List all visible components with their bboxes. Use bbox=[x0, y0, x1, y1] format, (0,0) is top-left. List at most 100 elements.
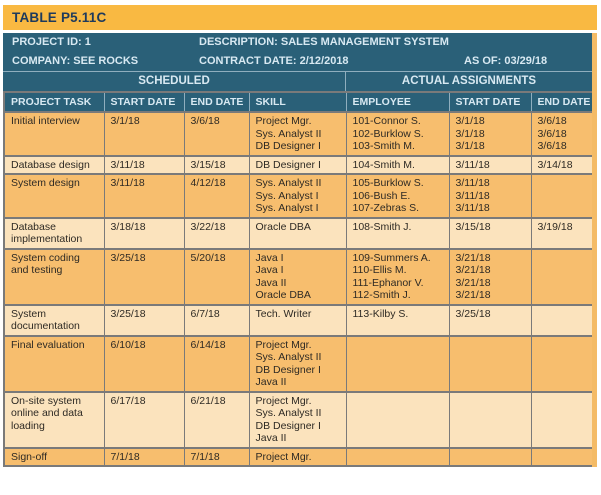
cell-line: DB Designer I bbox=[255, 363, 321, 376]
cell-line: 3/6/18 bbox=[537, 115, 567, 127]
cell-line: 112-Smith J. bbox=[352, 289, 411, 301]
cell-line: 3/1/18 bbox=[455, 115, 485, 127]
cell-line: 3/1/18 bbox=[455, 127, 485, 140]
table-row: System coding and testing 3/25/18 5/20/18 J… bbox=[3, 247, 594, 306]
actual-start-date-cell: 3/21/18 3/21/18 3/21/18 3/21/18 bbox=[448, 247, 532, 306]
cell-line: 108-Smith J. bbox=[352, 220, 412, 233]
skill-cell: Project Mgr. Sys. Analyst II DB Designer I bbox=[248, 111, 347, 157]
table-title-banner: TABLE P5.11C bbox=[3, 5, 597, 30]
actual-end-date-cell: 3/6/18 3/6/18 3/6/18 bbox=[530, 111, 594, 157]
cell-line: 3/21/18 bbox=[455, 276, 491, 289]
actual-end-date-cell bbox=[530, 390, 594, 449]
table-grid: PROJECT ID: 1 DESCRIPTION: SALES MANAGEM… bbox=[3, 33, 594, 467]
actual-section-header: ACTUAL ASSIGNMENTS bbox=[345, 72, 592, 91]
cell-line: DB Designer I bbox=[255, 158, 321, 171]
cell-line: 113-Kilby S. bbox=[352, 307, 409, 320]
cell-line: DB Designer I bbox=[255, 140, 321, 152]
cell-line: 3/6/18 bbox=[537, 140, 567, 152]
table-title: TABLE P5.11C bbox=[12, 10, 107, 25]
table-row: Database implementation 3/18/18 3/22/18 Ora… bbox=[3, 216, 594, 250]
column-header-row: PROJECT TASK START DATE END DATE SKILL E… bbox=[4, 91, 593, 113]
skill-cell: Project Mgr. Sys. Analyst II DB Designer I… bbox=[248, 390, 347, 449]
employee-cell bbox=[345, 334, 450, 393]
skill-cell: Java I Java I Java II Oracle DBA bbox=[248, 247, 347, 306]
actual-start-date-cell bbox=[448, 446, 532, 467]
assignments-table: PROJECT TASK START DATE END DATE SKILL E… bbox=[3, 91, 594, 467]
employee-cell: 109-Summers A. 110-Ellis M. 111-Ephanor V.… bbox=[345, 247, 450, 306]
col-header-end-date: END DATE bbox=[183, 91, 249, 113]
project-task-cell: System design bbox=[3, 173, 105, 219]
cell-line: Java I bbox=[255, 264, 284, 276]
skill-cell: Project Mgr. Sys. Analyst II DB Designer I… bbox=[248, 334, 347, 393]
info-row-1: PROJECT ID: 1 DESCRIPTION: SALES MANAGEM… bbox=[3, 33, 592, 52]
scheduled-end-date-cell: 3/6/18 bbox=[183, 111, 250, 157]
scheduled-end-date-cell: 3/22/18 bbox=[183, 216, 250, 250]
scheduled-start-date-cell: 7/1/18 bbox=[103, 446, 185, 467]
project-task-cell: Final evaluation bbox=[3, 334, 105, 393]
cell-line: Oracle DBA bbox=[255, 220, 311, 233]
description-label: DESCRIPTION: SALES MANAGEMENT SYSTEM bbox=[199, 36, 449, 48]
cell-line: Java II bbox=[255, 276, 287, 289]
table-row: System documentation 3/25/18 6/7/18 Tech. W… bbox=[3, 303, 594, 337]
actual-start-date-cell: 3/1/18 3/1/18 3/1/18 bbox=[448, 111, 532, 157]
assignments-tbody: Initial interview 3/1/18 3/6/18 Project Mgr… bbox=[3, 111, 594, 467]
cell-line: Project Mgr. bbox=[255, 394, 312, 407]
table-row: On-site system online and data loading 6/… bbox=[3, 390, 594, 449]
employee-cell bbox=[345, 446, 450, 467]
project-task-cell: Database design bbox=[3, 154, 105, 175]
actual-end-date-cell bbox=[530, 334, 594, 393]
scheduled-start-date-cell: 3/25/18 bbox=[103, 247, 185, 306]
cell-line: 105-Burklow S. bbox=[352, 177, 424, 189]
actual-end-date-cell: 3/14/18 bbox=[530, 154, 594, 175]
project-id-label: PROJECT ID: 1 bbox=[12, 36, 91, 48]
actual-start-date-cell bbox=[448, 390, 532, 449]
scheduled-end-date-cell: 6/21/18 bbox=[183, 390, 250, 449]
employee-cell: 101-Connor S. 102-Burklow S. 103-Smith M. bbox=[345, 111, 450, 157]
cell-line: 3/11/18 bbox=[455, 177, 490, 189]
cell-line: 3/19/18 bbox=[537, 220, 573, 233]
cell-line: 111-Ephanor V. bbox=[352, 276, 424, 289]
info-row-2: COMPANY: SEE ROCKS CONTRACT DATE: 2/12/2… bbox=[3, 52, 592, 71]
actual-end-date-cell bbox=[530, 247, 594, 306]
skill-cell: DB Designer I bbox=[248, 154, 347, 175]
scheduled-start-date-cell: 3/18/18 bbox=[103, 216, 185, 250]
table-row: System design 3/11/18 4/12/18 Sys. Analyst … bbox=[3, 173, 594, 219]
actual-start-date-cell: 3/15/18 bbox=[448, 216, 532, 250]
cell-line: 102-Burklow S. bbox=[352, 127, 424, 140]
scheduled-end-date-cell: 6/14/18 bbox=[183, 334, 250, 393]
employee-cell: 113-Kilby S. bbox=[345, 303, 450, 337]
contract-date-label: CONTRACT DATE: 2/12/2018 bbox=[199, 55, 349, 67]
employee-cell: 105-Burklow S. 106-Bush E. 107-Zebras S. bbox=[345, 173, 450, 219]
employee-cell: 104-Smith M. bbox=[345, 154, 450, 175]
cell-line: 3/11/18 bbox=[455, 189, 490, 202]
cell-line: Java II bbox=[255, 376, 287, 388]
cell-line: Project Mgr. bbox=[255, 450, 312, 463]
actual-end-date-cell: 3/19/18 bbox=[530, 216, 594, 250]
cell-line: 104-Smith M. bbox=[352, 158, 415, 171]
employee-cell: 108-Smith J. bbox=[345, 216, 450, 250]
cell-line: 109-Summers A. bbox=[352, 251, 431, 264]
table-row: Final evaluation 6/10/18 6/14/18 Project Mg… bbox=[3, 334, 594, 393]
cell-line: 101-Connor S. bbox=[352, 115, 421, 127]
scheduled-start-date-cell: 6/17/18 bbox=[103, 390, 185, 449]
actual-end-date-cell bbox=[530, 173, 594, 219]
scheduled-start-date-cell: 6/10/18 bbox=[103, 334, 185, 393]
cell-line: 103-Smith M. bbox=[352, 140, 415, 152]
project-task-cell: Database implementation bbox=[3, 216, 105, 250]
scheduled-end-date-cell: 5/20/18 bbox=[183, 247, 250, 306]
cell-line: Project Mgr. bbox=[255, 115, 312, 127]
cell-line: 3/21/18 bbox=[455, 264, 491, 276]
cell-line: 106-Bush E. bbox=[352, 189, 411, 202]
cell-line: Sys. Analyst II bbox=[255, 351, 322, 363]
table-row: Initial interview 3/1/18 3/6/18 Project Mgr… bbox=[3, 111, 594, 157]
scheduled-end-date-cell: 6/7/18 bbox=[183, 303, 250, 337]
skill-cell: Oracle DBA bbox=[248, 216, 347, 250]
employee-cell bbox=[345, 390, 450, 449]
cell-line: 3/15/18 bbox=[455, 220, 491, 233]
actual-start-date-cell bbox=[448, 334, 532, 393]
scheduled-end-date-cell: 7/1/18 bbox=[183, 446, 250, 467]
cell-line: Oracle DBA bbox=[255, 289, 311, 301]
cell-line: Sys. Analyst II bbox=[255, 407, 322, 419]
cell-line: 3/21/18 bbox=[455, 289, 491, 301]
col-header-employee: EMPLOYEE bbox=[345, 91, 449, 113]
